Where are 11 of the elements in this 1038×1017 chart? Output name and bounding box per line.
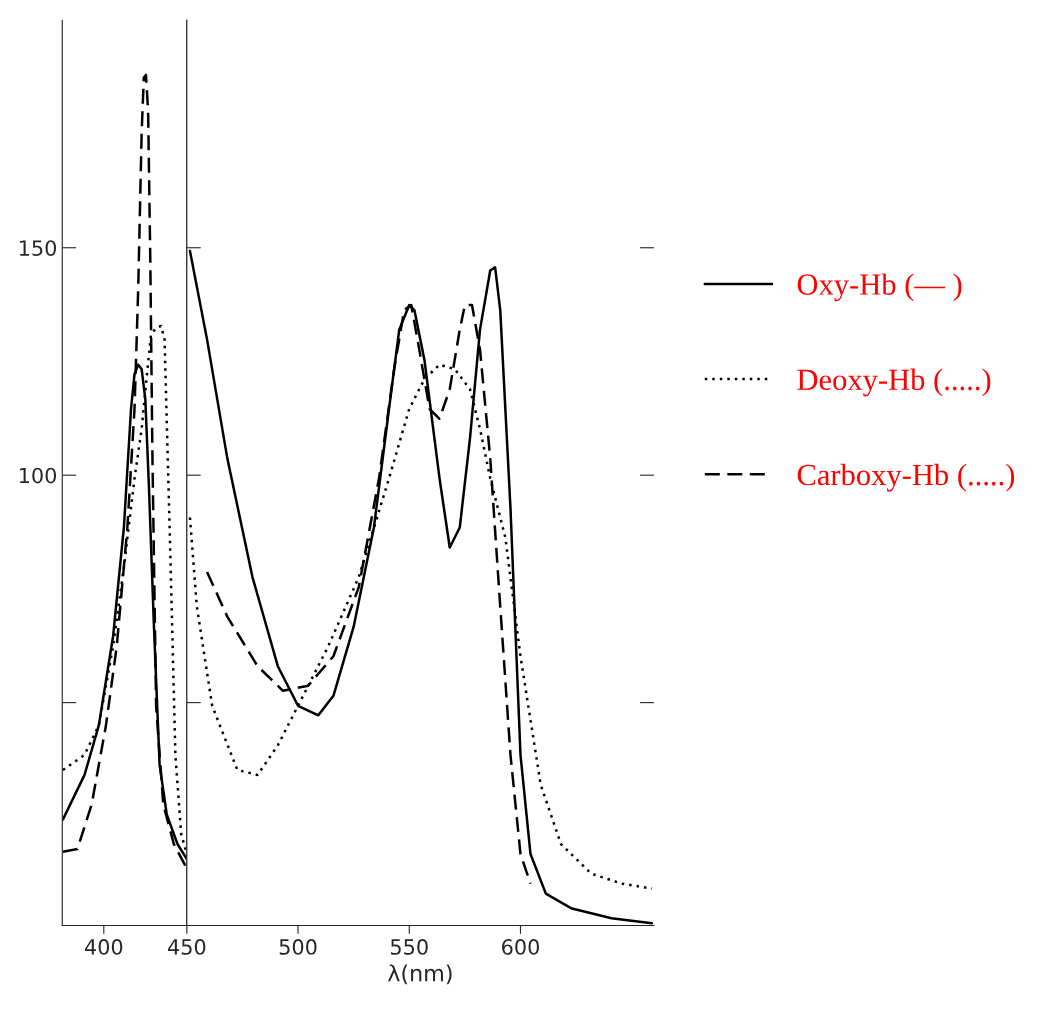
x-tick-label: 550 [390, 939, 428, 955]
x-tick-label: 450 [167, 939, 206, 955]
legend-label: Deoxy-Hb (.....) [797, 368, 991, 397]
y-tick-label: 100 [19, 467, 57, 484]
legend-label: Carboxy-Hb (.....) [797, 463, 1015, 492]
x-tick-label: 600 [502, 939, 539, 955]
legend-label: Oxy-Hb (— ) [797, 273, 962, 302]
x-axis-title: λ(nm) [387, 964, 452, 985]
x-tick-label: 500 [279, 939, 317, 955]
x-tick-label: 400 [84, 939, 123, 955]
y-tick-label: 150 [19, 240, 57, 256]
